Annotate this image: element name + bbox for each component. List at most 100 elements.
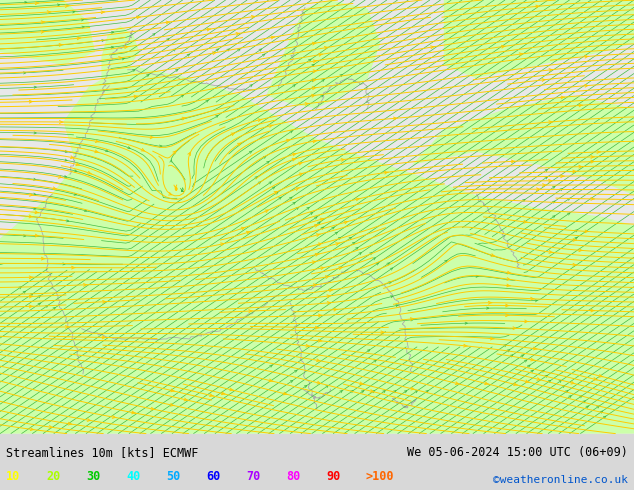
FancyArrowPatch shape: [293, 85, 295, 87]
FancyArrowPatch shape: [187, 54, 190, 56]
FancyArrowPatch shape: [307, 207, 309, 210]
FancyArrowPatch shape: [227, 49, 230, 51]
Text: We 05-06-2024 15:00 UTC (06+09): We 05-06-2024 15:00 UTC (06+09): [407, 446, 628, 459]
FancyArrowPatch shape: [272, 187, 275, 189]
FancyArrowPatch shape: [84, 209, 87, 212]
FancyArrowPatch shape: [514, 383, 517, 386]
FancyArrowPatch shape: [327, 301, 331, 304]
FancyArrowPatch shape: [72, 11, 75, 13]
FancyArrowPatch shape: [293, 202, 295, 204]
FancyArrowPatch shape: [30, 428, 34, 431]
FancyArrowPatch shape: [340, 391, 342, 393]
FancyArrowPatch shape: [455, 382, 459, 385]
FancyArrowPatch shape: [510, 355, 513, 357]
FancyArrowPatch shape: [524, 360, 527, 362]
FancyArrowPatch shape: [548, 179, 552, 182]
FancyArrowPatch shape: [313, 60, 317, 63]
FancyArrowPatch shape: [571, 381, 575, 384]
FancyArrowPatch shape: [206, 100, 209, 102]
FancyArrowPatch shape: [325, 276, 330, 278]
FancyArrowPatch shape: [46, 305, 48, 308]
Polygon shape: [266, 0, 380, 108]
FancyArrowPatch shape: [314, 217, 317, 219]
FancyArrowPatch shape: [72, 266, 75, 269]
FancyArrowPatch shape: [207, 28, 210, 31]
FancyArrowPatch shape: [335, 243, 340, 245]
FancyArrowPatch shape: [77, 37, 81, 40]
FancyArrowPatch shape: [310, 213, 313, 215]
FancyArrowPatch shape: [236, 32, 240, 35]
FancyArrowPatch shape: [351, 391, 353, 393]
FancyArrowPatch shape: [531, 370, 533, 372]
FancyArrowPatch shape: [316, 359, 320, 362]
FancyArrowPatch shape: [356, 247, 358, 250]
FancyArrowPatch shape: [151, 407, 155, 410]
FancyArrowPatch shape: [74, 193, 77, 196]
FancyArrowPatch shape: [426, 391, 428, 393]
FancyArrowPatch shape: [76, 163, 80, 166]
FancyArrowPatch shape: [373, 258, 375, 260]
FancyArrowPatch shape: [536, 5, 540, 8]
FancyArrowPatch shape: [111, 46, 113, 49]
FancyArrowPatch shape: [316, 234, 320, 236]
FancyArrowPatch shape: [305, 102, 309, 105]
FancyArrowPatch shape: [522, 199, 525, 202]
FancyArrowPatch shape: [271, 36, 275, 39]
FancyArrowPatch shape: [353, 243, 355, 245]
FancyArrowPatch shape: [34, 132, 36, 134]
FancyArrowPatch shape: [573, 170, 576, 173]
FancyArrowPatch shape: [87, 418, 91, 421]
FancyArrowPatch shape: [176, 70, 178, 72]
FancyArrowPatch shape: [212, 52, 216, 54]
FancyArrowPatch shape: [41, 30, 45, 33]
FancyArrowPatch shape: [181, 95, 183, 97]
FancyArrowPatch shape: [309, 59, 311, 61]
FancyArrowPatch shape: [507, 284, 510, 287]
FancyArrowPatch shape: [321, 80, 324, 82]
FancyArrowPatch shape: [321, 95, 323, 97]
FancyArrowPatch shape: [290, 380, 293, 383]
FancyArrowPatch shape: [173, 49, 176, 51]
FancyArrowPatch shape: [567, 213, 570, 215]
FancyArrowPatch shape: [561, 96, 565, 99]
FancyArrowPatch shape: [34, 193, 36, 195]
FancyArrowPatch shape: [101, 11, 105, 14]
FancyArrowPatch shape: [35, 211, 39, 214]
FancyArrowPatch shape: [19, 287, 22, 289]
FancyArrowPatch shape: [549, 69, 553, 72]
FancyArrowPatch shape: [381, 331, 385, 334]
FancyArrowPatch shape: [29, 305, 33, 308]
FancyArrowPatch shape: [313, 140, 317, 143]
FancyArrowPatch shape: [294, 370, 297, 372]
FancyArrowPatch shape: [23, 291, 25, 294]
FancyArrowPatch shape: [188, 152, 190, 155]
FancyArrowPatch shape: [146, 74, 149, 77]
FancyArrowPatch shape: [132, 411, 136, 414]
FancyArrowPatch shape: [159, 145, 162, 147]
FancyArrowPatch shape: [524, 220, 527, 223]
FancyArrowPatch shape: [171, 403, 174, 406]
FancyArrowPatch shape: [396, 304, 398, 307]
FancyArrowPatch shape: [370, 390, 374, 392]
FancyArrowPatch shape: [112, 31, 113, 33]
FancyArrowPatch shape: [29, 194, 33, 196]
FancyArrowPatch shape: [63, 263, 65, 265]
FancyArrowPatch shape: [312, 261, 316, 264]
FancyArrowPatch shape: [376, 263, 378, 265]
FancyArrowPatch shape: [575, 230, 578, 232]
FancyArrowPatch shape: [166, 21, 170, 24]
FancyArrowPatch shape: [231, 133, 235, 136]
FancyArrowPatch shape: [65, 4, 69, 7]
FancyArrowPatch shape: [153, 34, 155, 36]
FancyArrowPatch shape: [269, 182, 271, 184]
FancyArrowPatch shape: [560, 189, 562, 191]
FancyArrowPatch shape: [325, 47, 328, 49]
FancyArrowPatch shape: [41, 21, 45, 24]
Text: 50: 50: [166, 470, 180, 483]
FancyArrowPatch shape: [266, 161, 269, 164]
FancyArrowPatch shape: [87, 172, 92, 174]
FancyArrowPatch shape: [184, 398, 188, 401]
FancyArrowPatch shape: [295, 188, 299, 190]
FancyArrowPatch shape: [476, 275, 478, 277]
FancyArrowPatch shape: [579, 396, 582, 398]
